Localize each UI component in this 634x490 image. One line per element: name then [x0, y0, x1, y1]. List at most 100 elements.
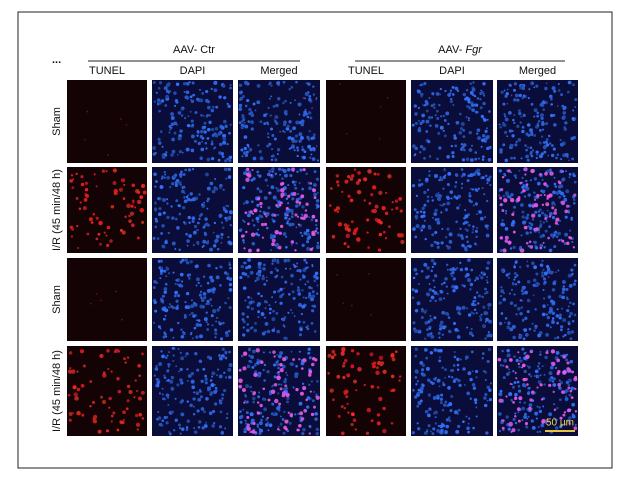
nucleus — [175, 306, 179, 310]
tunel-signal — [97, 232, 101, 236]
nucleus — [293, 183, 297, 187]
nucleus — [229, 123, 232, 126]
nucleus — [427, 424, 431, 428]
nucleus — [428, 407, 432, 411]
nucleus — [437, 197, 441, 202]
nucleus — [484, 174, 488, 178]
nucleus — [250, 355, 255, 360]
nucleus — [542, 268, 545, 271]
nucleus — [550, 233, 554, 237]
nucleus — [438, 359, 442, 363]
nucleus — [474, 279, 477, 282]
nucleus — [247, 213, 251, 218]
nucleus — [204, 374, 208, 378]
tunel-signal — [352, 231, 357, 236]
nucleus — [171, 216, 175, 220]
nucleus — [204, 421, 208, 424]
nucleus — [414, 354, 417, 358]
nucleus — [228, 363, 233, 368]
nucleus — [174, 248, 177, 250]
nucleus — [245, 266, 249, 270]
nucleus — [188, 234, 192, 238]
merged-signal — [242, 351, 248, 356]
nucleus — [448, 329, 452, 334]
nucleus — [246, 98, 250, 103]
nucleus — [502, 194, 506, 198]
nucleus — [554, 185, 558, 188]
nucleus — [560, 238, 563, 241]
tunel-signal — [78, 207, 82, 211]
nucleus — [503, 321, 506, 324]
nucleus — [299, 231, 303, 235]
tunel-signal — [344, 226, 349, 231]
nucleus — [312, 85, 315, 88]
nucleus — [200, 296, 203, 299]
nucleus — [434, 231, 438, 235]
merged-signal — [528, 406, 532, 411]
nucleus — [461, 284, 464, 287]
nucleus — [487, 347, 492, 352]
nucleus — [160, 298, 165, 303]
nucleus — [222, 84, 226, 88]
nucleus — [226, 216, 230, 220]
nucleus — [170, 410, 175, 414]
nucleus — [556, 321, 559, 325]
nucleus — [507, 321, 510, 324]
nucleus — [253, 363, 257, 367]
nucleus — [541, 122, 545, 126]
nucleus — [267, 136, 270, 139]
nucleus — [171, 241, 176, 246]
nucleus — [303, 258, 307, 262]
micrograph-background — [67, 346, 147, 436]
tunel-signal — [137, 190, 141, 194]
nucleus — [248, 354, 251, 357]
nucleus — [447, 171, 452, 176]
nucleus — [479, 98, 482, 101]
tunel-signal — [391, 357, 396, 362]
nucleus — [554, 418, 558, 422]
nucleus — [174, 418, 178, 422]
nucleus — [170, 304, 174, 308]
nucleus — [257, 269, 262, 274]
nucleus — [498, 169, 502, 173]
nucleus — [259, 428, 263, 433]
nucleus — [548, 248, 553, 253]
nucleus — [440, 290, 444, 294]
tunel-signal — [350, 364, 355, 369]
tunel-signal — [76, 370, 79, 373]
nucleus — [514, 275, 517, 279]
nucleus — [478, 210, 483, 214]
micrograph — [152, 346, 233, 436]
nucleus — [470, 327, 473, 331]
tunel-signal — [366, 231, 369, 234]
tunel-signal — [100, 299, 102, 302]
nucleus — [509, 247, 513, 250]
nucleus — [430, 269, 433, 273]
nucleus — [539, 102, 544, 107]
nucleus — [466, 426, 470, 431]
tunel-signal — [112, 181, 117, 186]
tunel-signal — [124, 215, 127, 219]
nucleus — [414, 347, 419, 351]
nucleus — [163, 374, 166, 377]
nucleus — [252, 177, 256, 181]
nucleus — [571, 240, 574, 244]
nucleus — [315, 97, 318, 99]
nucleus — [433, 106, 436, 109]
nucleus — [480, 114, 484, 118]
nucleus — [545, 138, 549, 142]
nucleus — [222, 206, 226, 210]
nucleus — [424, 337, 427, 340]
nucleus — [506, 325, 511, 330]
nucleus — [297, 192, 300, 196]
nucleus — [439, 348, 443, 353]
nucleus — [269, 235, 274, 240]
nucleus — [272, 219, 276, 223]
nucleus — [560, 354, 563, 357]
nucleus — [247, 120, 251, 123]
nucleus — [456, 335, 461, 339]
nucleus — [266, 421, 270, 424]
nucleus — [160, 350, 163, 353]
nucleus — [315, 207, 318, 210]
nucleus — [449, 272, 452, 275]
